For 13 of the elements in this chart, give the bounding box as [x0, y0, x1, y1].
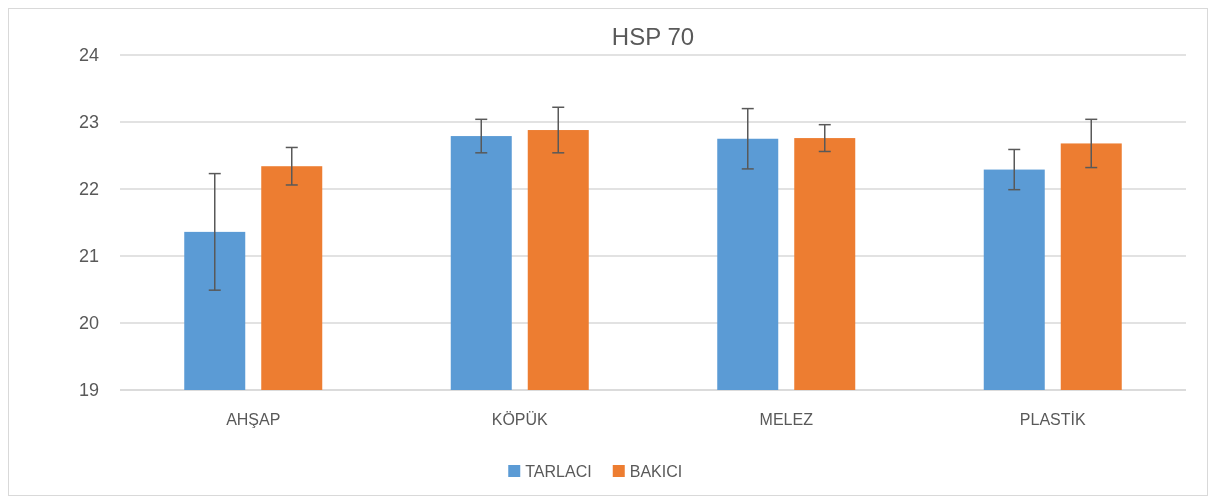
legend-label: BAKICI	[629, 462, 683, 480]
x-tick-label: PLASTİK	[1019, 410, 1086, 428]
x-tick-label: AHŞAP	[226, 411, 281, 428]
chart-title: HSP 70	[611, 23, 695, 50]
x-tick-label: KÖPÜK	[491, 411, 549, 428]
y-tick-label: 23	[78, 112, 99, 133]
y-tick-label: 22	[78, 179, 99, 200]
legend-label: TARLACI	[525, 462, 592, 480]
y-tick-label: 24	[78, 45, 99, 66]
y-tick-label: 20	[78, 313, 99, 334]
x-tick-label: MELEZ	[759, 411, 814, 428]
y-tick-label: 21	[78, 246, 99, 267]
y-tick-label: 19	[78, 380, 99, 401]
